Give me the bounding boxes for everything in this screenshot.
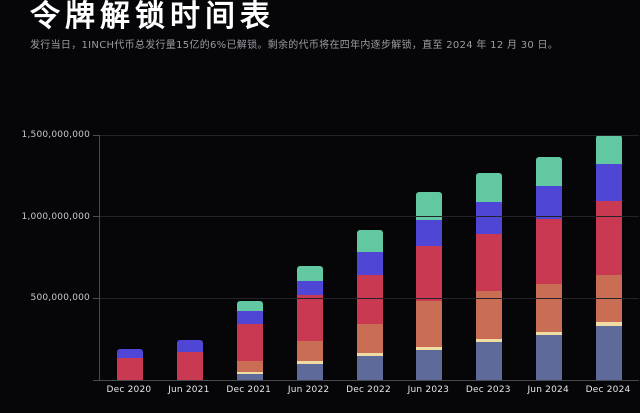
x-axis-tick-label: Jun 2022	[287, 385, 330, 395]
x-axis-tick-label: Dec 2021	[226, 385, 272, 395]
indigo-segment[interactable]	[356, 252, 383, 275]
crimson-segment[interactable]	[536, 219, 563, 285]
crimson-segment[interactable]	[116, 357, 143, 380]
axis-tick	[93, 297, 100, 299]
cream-segment[interactable]	[536, 331, 563, 336]
slate-blue-segment[interactable]	[596, 326, 623, 380]
bar-slot	[399, 135, 459, 380]
indigo-segment[interactable]	[416, 220, 443, 246]
x-axis-tick-label: Dec 2022	[346, 385, 391, 395]
crimson-segment[interactable]	[476, 234, 503, 292]
page-subtitle: 发行当日，1INCH代币总发行量15亿的6%已解锁。剩余的代币将在四年内逐步解锁…	[30, 40, 559, 51]
bar-slot	[100, 135, 160, 380]
bar-slot	[280, 135, 340, 380]
gridline	[100, 297, 639, 299]
bar-jun-2024[interactable]	[536, 157, 563, 380]
mint-segment[interactable]	[296, 266, 323, 281]
mint-segment[interactable]	[596, 135, 623, 165]
mint-segment[interactable]	[236, 300, 263, 311]
crimson-segment[interactable]	[296, 294, 323, 341]
x-axis-labels: Dec 2020 Jun 2021 Dec 2021 Jun 2022 Dec 2022…	[99, 385, 638, 395]
bars-container	[100, 135, 639, 380]
cream-segment[interactable]	[476, 338, 503, 342]
axis-tick	[93, 216, 100, 218]
x-axis-tick-label: Jun 2023	[407, 385, 450, 395]
crimson-segment[interactable]	[176, 352, 203, 380]
crimson-segment[interactable]	[236, 324, 263, 361]
indigo-segment[interactable]	[176, 339, 203, 353]
y-axis-tick-label: 1,000,000,000	[21, 211, 90, 222]
slate-blue-segment[interactable]	[416, 349, 443, 380]
terracotta-segment[interactable]	[236, 360, 263, 373]
bar-dec-2024[interactable]	[596, 135, 623, 380]
slate-blue-segment[interactable]	[296, 363, 323, 380]
crimson-segment[interactable]	[596, 201, 623, 275]
crimson-segment[interactable]	[356, 274, 383, 324]
bar-slot	[459, 135, 519, 380]
bar-jun-2023[interactable]	[416, 191, 443, 380]
bar-dec-2023[interactable]	[476, 173, 503, 380]
y-axis-tick-label: 500,000,000	[30, 293, 90, 304]
indigo-segment[interactable]	[296, 280, 323, 295]
slate-blue-segment[interactable]	[536, 335, 563, 380]
indigo-segment[interactable]	[116, 349, 143, 358]
slate-blue-segment[interactable]	[236, 374, 263, 380]
cream-segment[interactable]	[236, 372, 263, 375]
mint-segment[interactable]	[416, 191, 443, 221]
bar-slot	[340, 135, 400, 380]
crimson-segment[interactable]	[416, 245, 443, 302]
y-axis-tick-label: 1,500,000,000	[21, 130, 90, 140]
bar-slot	[220, 135, 280, 380]
terracotta-segment[interactable]	[356, 323, 383, 353]
x-axis-tick-label: Dec 2020	[106, 385, 152, 395]
x-axis-tick-label: Dec 2024	[585, 385, 631, 395]
terracotta-segment[interactable]	[296, 340, 323, 362]
mint-segment[interactable]	[476, 173, 503, 202]
x-axis-tick-label: Jun 2021	[168, 385, 210, 395]
indigo-segment[interactable]	[536, 186, 563, 220]
bar-jun-2021[interactable]	[176, 339, 203, 380]
indigo-segment[interactable]	[596, 164, 623, 202]
page-title: 令牌解锁时间表	[30, 0, 275, 34]
axis-tick	[93, 134, 100, 136]
terracotta-segment[interactable]	[416, 301, 443, 347]
bar-dec-2020[interactable]	[116, 349, 143, 380]
cream-segment[interactable]	[596, 322, 623, 327]
bar-slot	[519, 135, 579, 380]
gridline	[100, 216, 639, 218]
slate-blue-segment[interactable]	[356, 355, 383, 380]
bar-dec-2022[interactable]	[356, 229, 383, 380]
plot-area	[93, 134, 639, 381]
cream-segment[interactable]	[416, 346, 443, 350]
x-axis-tick-label: Jun 2024	[527, 385, 569, 395]
mint-segment[interactable]	[536, 157, 563, 187]
bar-slot	[579, 135, 639, 380]
indigo-segment[interactable]	[476, 201, 503, 235]
slate-blue-segment[interactable]	[476, 341, 503, 380]
bar-slot	[160, 135, 220, 380]
terracotta-segment[interactable]	[536, 284, 563, 332]
axis-tick	[93, 379, 100, 381]
cream-segment[interactable]	[296, 361, 323, 364]
bar-jun-2022[interactable]	[296, 266, 323, 380]
cream-segment[interactable]	[356, 352, 383, 356]
terracotta-segment[interactable]	[476, 291, 503, 339]
bar-dec-2021[interactable]	[236, 300, 263, 380]
x-axis-tick-label: Dec 2023	[465, 385, 511, 395]
mint-segment[interactable]	[356, 229, 383, 253]
y-axis-labels: 500,000,000 1,000,000,000 1,500,000,000	[0, 130, 90, 380]
gridline	[100, 134, 639, 136]
indigo-segment[interactable]	[236, 310, 263, 325]
